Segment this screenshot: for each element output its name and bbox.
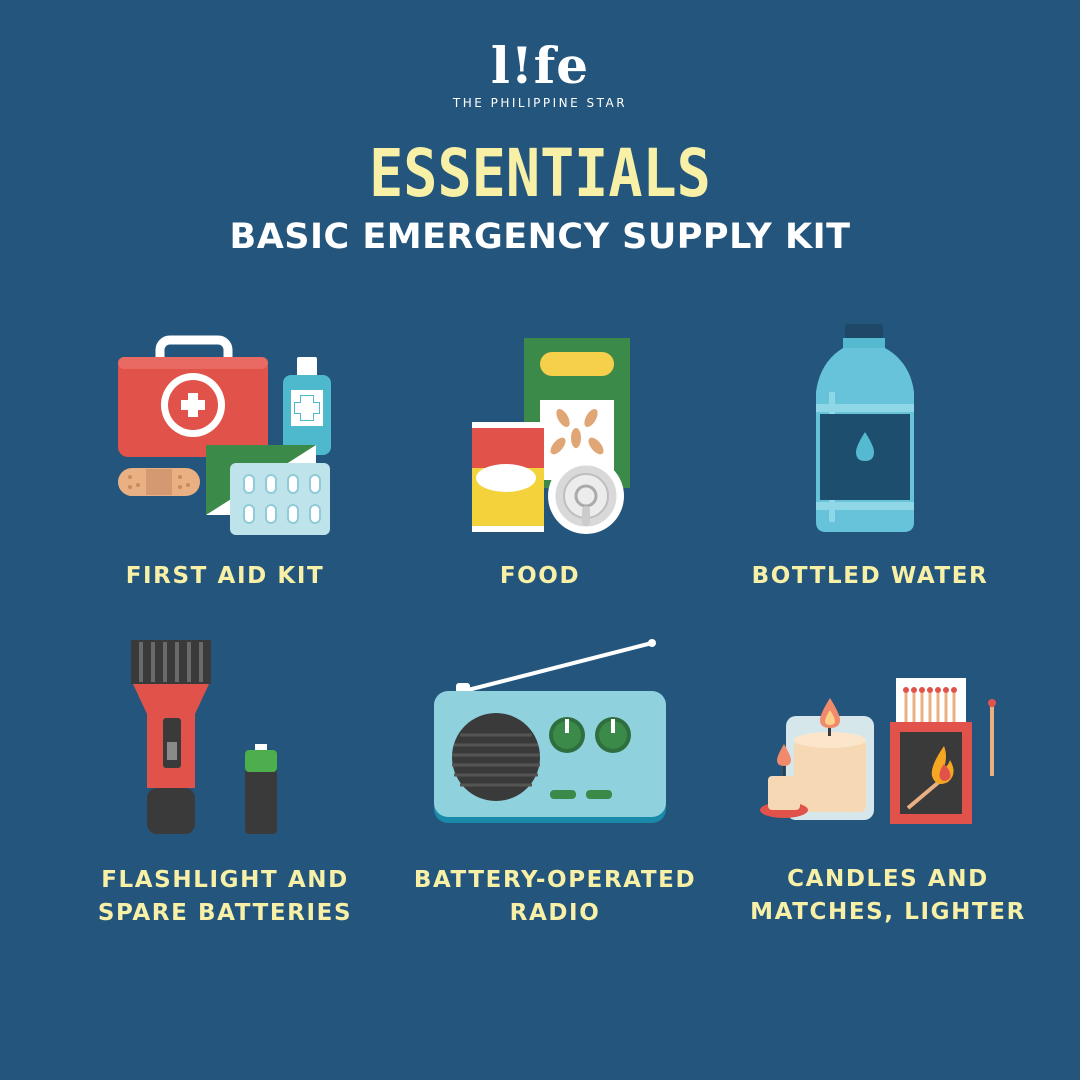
item-label-bottled-water: BOTTLED WATER (751, 563, 989, 589)
brand: l!fe THE PHILIPPINE STAR (0, 36, 1080, 111)
page-subtitle: BASIC EMERGENCY SUPPLY KIT (229, 217, 851, 257)
brand-tagline: THE PHILIPPINE STAR (452, 96, 628, 110)
page-title: ESSENTIALS (369, 135, 711, 212)
item-label-first-aid: FIRST AID KIT (125, 563, 325, 589)
item-label-food: FOOD (499, 563, 581, 589)
food-icon (472, 338, 630, 534)
item-label-candles: CANDLES AND MATCHES, LIGHTER (750, 866, 1026, 925)
flashlight-icon (131, 640, 277, 834)
item-label-flashlight: FLASHLIGHT AND SPARE BATTERIES (97, 867, 353, 926)
candles-matches-icon (760, 678, 996, 824)
brand-logo: l!fe (490, 36, 590, 95)
radio-icon (434, 639, 666, 823)
water-bottle-icon (816, 324, 914, 532)
item-label-radio: BATTERY-OPERATED RADIO (413, 867, 697, 926)
first-aid-kit-icon (118, 335, 331, 535)
